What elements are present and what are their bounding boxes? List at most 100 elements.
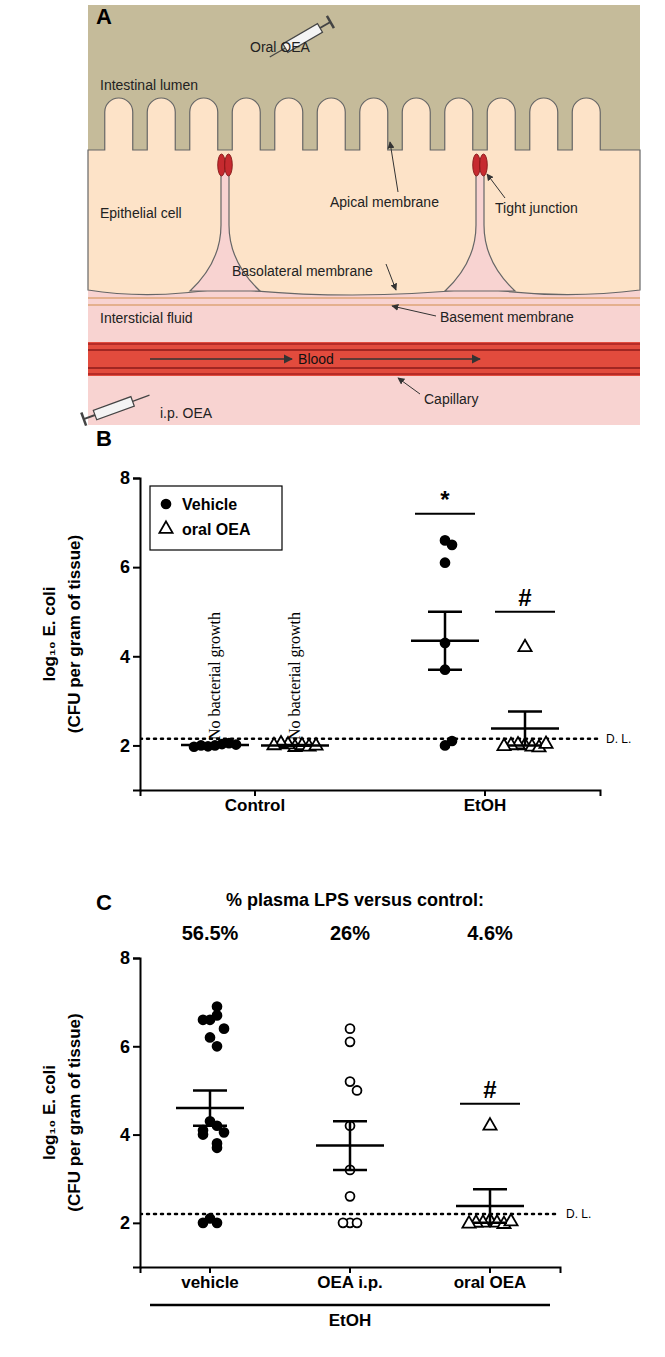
error-cap — [428, 610, 462, 613]
x-tick-label: oral OEA — [454, 1273, 527, 1292]
data-point — [213, 1218, 222, 1227]
syringe-needle — [133, 395, 150, 401]
data-point — [199, 1130, 208, 1139]
y-tick-label: 4 — [120, 1125, 130, 1145]
capillary-wall — [88, 343, 640, 344]
x-tick-label: OEA i.p. — [317, 1273, 383, 1292]
pointer-arrow — [398, 378, 420, 394]
data-point — [339, 1218, 348, 1227]
tight-junction — [473, 154, 481, 176]
y-axis-title: (CFU per gram of tissue) — [65, 535, 84, 733]
x-tick: vehicle — [181, 1267, 239, 1292]
y-tick-label: 6 — [120, 1037, 130, 1057]
percent-label: 56.5% — [182, 922, 239, 944]
y-axis-line — [133, 959, 141, 1268]
pointer-arrow — [487, 174, 505, 198]
data-point — [346, 1037, 355, 1046]
y-axis-title: log₁₀ E. coli — [40, 1065, 59, 1160]
y-tick: 4 — [120, 647, 140, 667]
data-point — [353, 1086, 362, 1095]
data-point — [346, 1192, 355, 1201]
diagram-label: Apical membrane — [330, 194, 439, 210]
y-tick: 6 — [120, 557, 140, 577]
detection-limit-label: D. L. — [606, 732, 631, 746]
error-cap — [508, 744, 542, 747]
tight-junction — [218, 154, 226, 176]
percent-label: 26% — [330, 922, 370, 944]
chart-panel: 2468vehicleOEA i.p.oral OEAD. L.#% plasm… — [40, 890, 591, 1330]
y-tick-label: 8 — [120, 468, 130, 488]
tight-junction — [480, 154, 488, 176]
y-tick-mark — [133, 1046, 140, 1048]
diagram: Intestinal lumenOral OEAEpithelial cellA… — [81, 5, 640, 426]
legend: Vehicle oral OEA — [150, 486, 282, 550]
legend-label: oral OEA — [182, 521, 251, 538]
syringe-handle — [81, 413, 86, 426]
data-point — [199, 1218, 208, 1227]
error-cap — [198, 743, 232, 746]
legend-label: Vehicle — [182, 496, 237, 513]
error-bar — [524, 712, 527, 746]
error-cap — [193, 1124, 227, 1127]
diagram-label: Oral OEA — [250, 39, 311, 55]
y-tick-mark — [133, 1134, 140, 1136]
syringe-plunger — [320, 22, 330, 28]
y-tick-label: 2 — [120, 736, 130, 756]
x-axis: vehicle OEA i.p. oral OEA — [141, 1267, 561, 1292]
data-point — [190, 742, 199, 751]
legend-marker — [162, 500, 171, 509]
y-tick-label: 2 — [120, 1213, 130, 1233]
data-point — [220, 1128, 229, 1137]
interstitial-space — [88, 285, 640, 425]
syringe-plunger — [84, 415, 95, 419]
y-tick-mark — [133, 656, 140, 658]
basement-membrane — [88, 297, 640, 299]
annotation: No bacterial growth — [286, 612, 304, 740]
syringe-handle — [327, 16, 334, 28]
significance-label: # — [518, 584, 531, 611]
tight-junction — [225, 154, 233, 176]
legend-marker — [159, 521, 172, 532]
error-bar — [444, 612, 447, 670]
x-tick: oral OEA — [454, 1267, 527, 1292]
diagram-label: Basement membrane — [440, 309, 574, 325]
error-cap — [198, 744, 232, 747]
data-point — [213, 1002, 222, 1011]
detection-limit-label: D. L. — [566, 1207, 591, 1221]
y-tick-mark — [133, 745, 140, 747]
diagram-label: Capillary — [424, 391, 478, 407]
data-point — [213, 1143, 222, 1152]
x-axis-line — [141, 791, 601, 797]
diagram-label: Basolateral membrane — [232, 263, 373, 279]
data-point — [220, 1024, 229, 1033]
y-axis: 2468 — [120, 948, 141, 1267]
plot-texts: D. L. # — [460, 1076, 591, 1221]
x-axis: ControlEtOH — [141, 790, 601, 815]
y-axis: 2 4 6 8 — [120, 468, 141, 790]
diagram-label: Intersticial fluid — [100, 310, 193, 326]
plot-marks — [140, 536, 600, 751]
annotation: No bacterial growth — [206, 612, 224, 740]
epithelium — [88, 98, 640, 295]
capillary-wall — [88, 349, 640, 350]
y-axis-line — [133, 479, 141, 791]
x-tick: Control — [225, 790, 285, 815]
mean-line — [181, 744, 249, 747]
diagram-label: Blood — [298, 351, 334, 367]
y-tick-mark — [133, 958, 140, 960]
y-tick-label: 4 — [120, 647, 130, 667]
mean-line — [261, 744, 329, 747]
significance-line — [460, 1103, 520, 1105]
pointer-arrow — [390, 142, 398, 192]
intercellular-space — [445, 158, 515, 291]
pointer-arrow — [392, 306, 436, 316]
diagram-label: Intestinal lumen — [100, 77, 198, 93]
x-tick-label: vehicle — [181, 1273, 239, 1292]
syringe — [81, 389, 152, 426]
significance-label: # — [483, 1076, 496, 1103]
error-bar — [209, 1090, 212, 1125]
panel-letter: C — [96, 890, 112, 915]
error-cap — [333, 1120, 367, 1123]
data-point — [448, 540, 457, 549]
blood-arrow — [340, 358, 480, 359]
